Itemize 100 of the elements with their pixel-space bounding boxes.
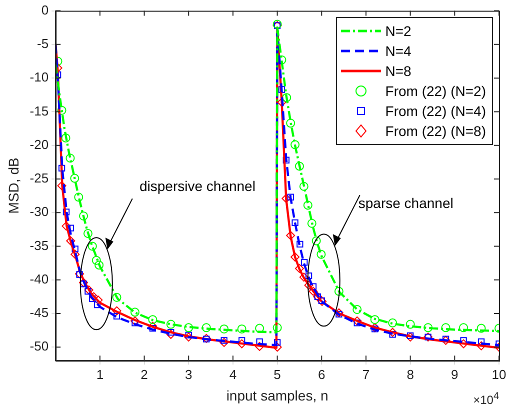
- x-tick-label: 2: [140, 366, 148, 382]
- point: [406, 332, 415, 342]
- point: [89, 292, 98, 302]
- point: [312, 236, 321, 246]
- point: [287, 194, 294, 200]
- point: [166, 330, 176, 339]
- legend-label: From (22) (N=8): [385, 122, 486, 141]
- point: [148, 315, 158, 324]
- y-tick-label: -35: [30, 238, 49, 253]
- point: [334, 286, 344, 296]
- point: [299, 272, 308, 282]
- point: [352, 304, 362, 314]
- point: [94, 301, 101, 308]
- point: [282, 93, 292, 102]
- point: [79, 278, 88, 288]
- point: [476, 341, 486, 350]
- point: [286, 118, 296, 128]
- point: [84, 285, 94, 294]
- point: [441, 323, 450, 332]
- point: [92, 256, 101, 265]
- legend-label: From (22) (N=2): [385, 82, 486, 101]
- point: [372, 326, 378, 332]
- legend-label: N=8: [385, 62, 412, 81]
- x-tick-label: 5: [274, 366, 281, 382]
- point: [334, 308, 344, 318]
- point: [66, 236, 76, 246]
- point: [94, 296, 103, 305]
- point: [79, 211, 88, 220]
- point: [290, 252, 300, 262]
- x-tick-label: 7: [362, 366, 370, 382]
- x-tick-label: 6: [318, 366, 326, 382]
- point: [220, 337, 228, 344]
- point: [459, 323, 468, 332]
- y-tick-label: -5: [37, 36, 49, 52]
- y-axis-title: MSD, dB: [5, 158, 22, 214]
- point: [184, 332, 194, 342]
- legend-label: N=2: [385, 22, 412, 41]
- point: [132, 320, 138, 326]
- point: [112, 306, 122, 316]
- point: [237, 339, 246, 348]
- point: [370, 315, 380, 324]
- point: [57, 106, 66, 115]
- x-tick-label: 8: [406, 366, 414, 382]
- point: [299, 182, 308, 191]
- point: [88, 242, 97, 251]
- point: [255, 324, 264, 333]
- point: [272, 342, 282, 352]
- point: [406, 320, 415, 329]
- point: [316, 250, 326, 259]
- point: [336, 310, 342, 318]
- point: [130, 308, 140, 317]
- point: [166, 320, 176, 329]
- point: [202, 323, 211, 332]
- point: [57, 181, 66, 190]
- point: [308, 286, 318, 296]
- point: [80, 280, 87, 288]
- point: [296, 240, 304, 248]
- point: [310, 283, 317, 290]
- x-tick-label: 3: [184, 366, 192, 382]
- point: [237, 324, 246, 334]
- point: [62, 208, 70, 216]
- point: [278, 86, 286, 93]
- y-tick-label: -50: [30, 338, 49, 354]
- point: [282, 194, 291, 203]
- point: [168, 329, 174, 336]
- point: [303, 200, 312, 210]
- point: [112, 292, 122, 302]
- y-tick-label: -40: [30, 271, 49, 286]
- point: [442, 336, 450, 342]
- point: [307, 218, 316, 228]
- y-tick-label: -10: [30, 70, 49, 85]
- point: [184, 323, 194, 332]
- point: [286, 230, 296, 240]
- y-tick-label: -45: [30, 305, 49, 320]
- point: [478, 338, 485, 346]
- x-tick-label: 9: [451, 366, 458, 382]
- text: ×10$^{4}$: [473, 390, 499, 407]
- point: [424, 323, 433, 332]
- point: [274, 339, 281, 346]
- y-tick-label: -30: [30, 204, 49, 220]
- point: [256, 338, 263, 346]
- y-tick-label: -25: [30, 170, 49, 186]
- annotation: sparse channel: [358, 195, 454, 212]
- point: [84, 288, 92, 295]
- point: [301, 259, 308, 266]
- y-tick-label: 0: [41, 2, 49, 18]
- point: [255, 342, 264, 351]
- point: [294, 162, 304, 171]
- point: [352, 316, 362, 326]
- point: [292, 219, 298, 226]
- x-axis-title: input samples, n: [226, 387, 328, 404]
- point: [220, 338, 229, 347]
- y-tick-label: -15: [30, 103, 49, 118]
- point: [290, 140, 300, 150]
- point: [459, 339, 468, 348]
- point: [94, 260, 104, 270]
- x-tick-label: 1: [96, 366, 104, 382]
- legend-label: N=4: [385, 42, 412, 61]
- point: [388, 318, 398, 328]
- point: [304, 280, 314, 290]
